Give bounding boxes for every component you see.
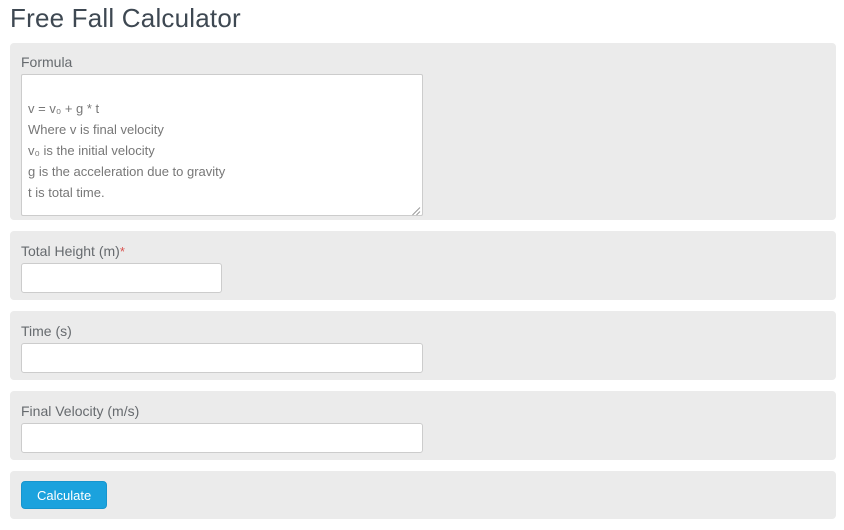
page-title: Free Fall Calculator [10,3,241,33]
final-velocity-input[interactable] [21,423,423,453]
time-input[interactable] [21,343,423,373]
total-height-section: Total Height (m)* [10,231,836,300]
required-asterisk: * [119,244,125,259]
formula-textarea[interactable]: v = v₀ + g * t Where v is final velocity… [21,74,423,216]
formula-label: Formula [21,54,73,70]
total-height-label: Total Height (m)* [21,243,825,260]
final-velocity-section: Final Velocity (m/s) [10,391,836,460]
final-velocity-label: Final Velocity (m/s) [21,403,140,419]
time-label: Time (s) [21,323,72,339]
formula-textarea-wrap: v = v₀ + g * t Where v is final velocity… [21,74,423,216]
calculate-button[interactable]: Calculate [21,481,108,509]
time-section: Time (s) [10,311,836,380]
total-height-label-text: Total Height (m) [21,243,120,259]
formula-section: Formula v = v₀ + g * t Where v is final … [10,43,836,220]
actions-section: Calculate [10,471,836,519]
resize-handle-icon[interactable] [411,203,421,216]
total-height-input[interactable] [21,263,222,293]
